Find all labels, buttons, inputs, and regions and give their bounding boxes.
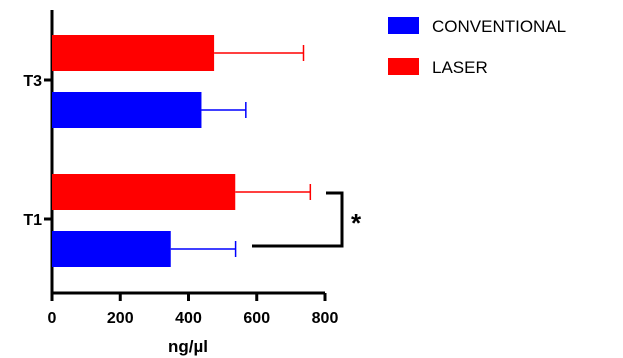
significance-bracket [252,191,344,248]
tick-labels: 0 200 400 600 800 T1 T3 [23,73,338,327]
legend-swatch-conventional [388,17,419,34]
bars [52,35,236,267]
x-tick-label: 800 [312,310,339,327]
x-tick-label: 0 [48,310,57,327]
legend-label-laser: LASER [432,58,488,77]
x-tick-label: 400 [175,310,202,327]
y-tick-label: T1 [23,212,42,229]
significance-annotation: * [252,191,362,248]
bar-t3-laser [52,35,215,71]
x-tick-label: 600 [243,310,270,327]
x-axis-title: ng/µl [168,337,208,356]
legend: CONVENTIONAL LASER [388,17,566,77]
bar-t3-conventional [52,92,202,128]
bar-t1-laser [52,174,236,210]
significance-label: * [351,208,362,238]
x-tick-label: 200 [107,310,134,327]
legend-label-conventional: CONVENTIONAL [432,17,566,36]
legend-swatch-laser [388,58,419,75]
y-tick-label: T3 [23,73,42,90]
error-bars [170,45,312,257]
bar-t1-conventional [52,231,171,267]
